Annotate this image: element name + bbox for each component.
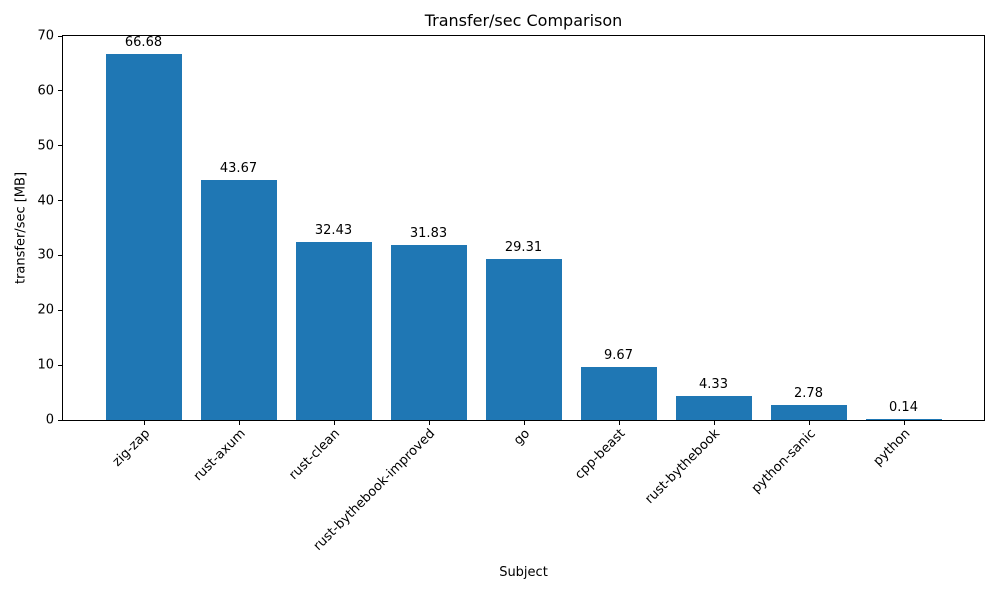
y-tick-mark bbox=[58, 254, 62, 256]
bar-slot-rust-bythebook-improved: 31.83 rust-bythebook-improved bbox=[311, 36, 476, 554]
bar-value-label-go: 29.31 bbox=[504, 240, 543, 256]
bar-slot-python-sanic: 2.78 python-sanic bbox=[748, 36, 856, 496]
bar-rust-axum bbox=[200, 180, 277, 420]
y-tick-label-50: 50 bbox=[37, 138, 54, 154]
y-tick-label-60: 60 bbox=[37, 83, 54, 99]
y-tick-mark bbox=[58, 35, 62, 37]
y-tick-label-20: 20 bbox=[37, 302, 54, 318]
bar-slot-rust-axum: 43.67 rust-axum bbox=[191, 36, 286, 484]
y-tick-mark bbox=[58, 90, 62, 92]
x-tick-mark bbox=[523, 421, 525, 425]
bar-slot-rust-clean: 32.43 rust-clean bbox=[286, 36, 381, 483]
y-tick-mark bbox=[58, 419, 62, 421]
x-tick-mark bbox=[713, 421, 715, 425]
y-tick-label-0: 0 bbox=[45, 412, 54, 428]
y-tick-mark bbox=[58, 145, 62, 147]
y-tick-label-70: 70 bbox=[37, 28, 54, 44]
bar-rust-bythebook bbox=[675, 396, 752, 420]
bar-slot-cpp-beast: 9.67 cpp-beast bbox=[571, 36, 666, 482]
bar-value-label-rust-bythebook-improved: 31.83 bbox=[409, 226, 448, 242]
x-tick-label-rust-clean: rust-clean bbox=[286, 426, 344, 483]
x-tick-label-rust-bythebook: rust-bythebook bbox=[642, 426, 724, 507]
bar-slot-python: 0.14 python bbox=[856, 36, 951, 469]
y-tick-label-10: 10 bbox=[37, 357, 54, 373]
x-tick-mark bbox=[618, 421, 620, 425]
bar-value-label-rust-axum: 43.67 bbox=[219, 161, 258, 177]
x-tick-mark bbox=[428, 421, 430, 425]
bar-rust-bythebook-improved bbox=[390, 245, 467, 420]
x-tick-label-cpp-beast: cpp-beast bbox=[572, 426, 629, 483]
bar-cpp-beast bbox=[580, 366, 657, 420]
bar-slot-go: 29.31 go bbox=[476, 36, 571, 448]
x-tick-label-go: go bbox=[511, 426, 534, 449]
bar-go bbox=[485, 259, 562, 420]
y-tick-mark bbox=[58, 309, 62, 311]
bar-slot-zig-zap: 66.68 zig-zap bbox=[96, 35, 191, 470]
x-tick-mark bbox=[808, 421, 810, 425]
y-tick-mark bbox=[58, 200, 62, 202]
x-tick-label-python-sanic: python-sanic bbox=[748, 426, 819, 497]
bar-zig-zap bbox=[105, 54, 182, 420]
bar-slot-rust-bythebook: 4.33 rust-bythebook bbox=[643, 36, 761, 507]
bar-value-label-zig-zap: 66.68 bbox=[124, 35, 163, 51]
bar-python-sanic bbox=[770, 404, 847, 420]
x-tick-mark bbox=[238, 421, 240, 425]
bar-value-label-python-sanic: 2.78 bbox=[794, 385, 823, 401]
x-axis-label: Subject bbox=[499, 565, 548, 580]
bar-python bbox=[865, 419, 942, 420]
y-axis-label: transfer/sec [MB] bbox=[13, 171, 29, 285]
chart-title: Transfer/sec Comparison bbox=[424, 11, 623, 30]
x-tick-label-python: python bbox=[870, 426, 914, 470]
y-tick-label-30: 30 bbox=[37, 247, 54, 263]
x-tick-label-rust-axum: rust-axum bbox=[190, 426, 249, 485]
x-tick-label-zig-zap: zig-zap bbox=[109, 426, 154, 470]
x-tick-mark bbox=[143, 421, 145, 425]
bar-rust-clean bbox=[295, 242, 372, 420]
bar-value-label-rust-clean: 32.43 bbox=[314, 223, 353, 239]
x-tick-mark bbox=[333, 421, 335, 425]
y-tick-label-40: 40 bbox=[37, 193, 54, 209]
y-tick-mark bbox=[58, 364, 62, 366]
plot-area: 66.68 zig-zap 43.67 rust-axum 32.43 rust-clea… bbox=[37, 30, 985, 554]
bar-value-label-python: 0.14 bbox=[889, 400, 918, 416]
bar-value-label-rust-bythebook: 4.33 bbox=[699, 377, 728, 393]
x-tick-mark bbox=[903, 421, 905, 425]
bar-value-label-cpp-beast: 9.67 bbox=[604, 347, 633, 363]
bars-container: 66.68 zig-zap 43.67 rust-axum 32.43 rust-clea… bbox=[63, 35, 984, 554]
